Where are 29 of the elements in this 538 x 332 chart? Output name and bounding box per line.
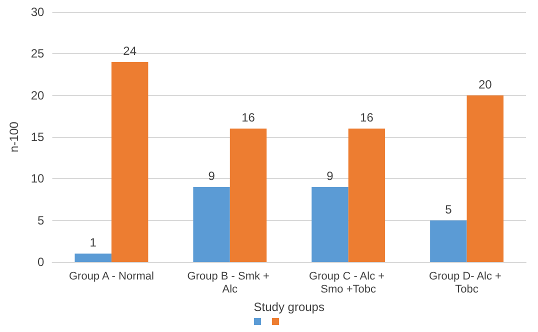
- y-tick-label: 0: [38, 255, 45, 269]
- bar: [466, 95, 504, 262]
- data-label: 9: [326, 169, 334, 183]
- x-tick-label: Group B - Smk + Alc: [187, 270, 273, 296]
- y-tick-label: 5: [38, 213, 45, 228]
- x-tick-label: Group D- Alc + Tobc: [429, 270, 505, 296]
- y-tick-label: 10: [30, 172, 45, 186]
- bar: [74, 254, 112, 262]
- y-axis-title: n-100: [7, 121, 21, 152]
- data-label: 5: [445, 202, 452, 216]
- data-label: 1: [90, 236, 97, 250]
- y-tick-label: 15: [30, 130, 45, 144]
- y-tick-label: 25: [30, 46, 45, 61]
- data-label: 16: [242, 110, 256, 125]
- y-tick-label: 30: [30, 5, 45, 19]
- bar: [193, 187, 230, 262]
- x-axis-title: Study groups: [254, 300, 324, 314]
- bar: [230, 128, 267, 262]
- bar: [312, 187, 348, 262]
- data-label: 20: [478, 77, 492, 92]
- bar: [430, 220, 467, 262]
- data-label: 9: [208, 169, 216, 183]
- data-label: 24: [123, 44, 137, 58]
- x-tick-label: Group C - Alc + Smo +Tobc: [309, 270, 388, 296]
- bar: [111, 62, 148, 262]
- bar: [348, 128, 386, 262]
- x-tick-label: Group A - Normal: [68, 270, 154, 282]
- data-label: 16: [360, 110, 374, 125]
- y-tick-label: 20: [30, 88, 45, 102]
